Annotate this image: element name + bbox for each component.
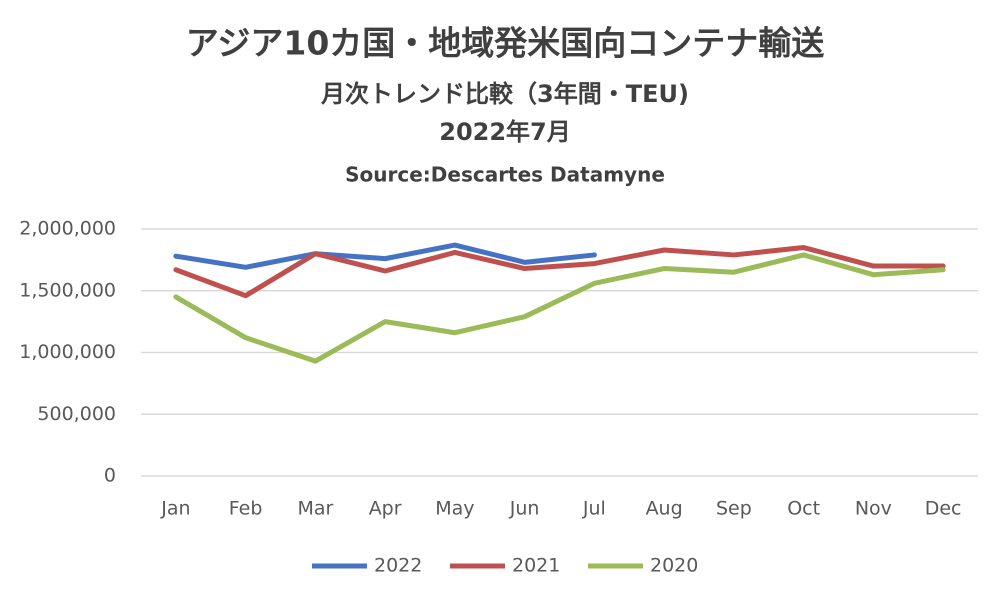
y-tick-label: 1,500,000 [19, 279, 116, 301]
x-tick-label: Mar [297, 498, 333, 520]
series-line [173, 245, 946, 299]
y-tick-label: 1,000,000 [19, 341, 116, 363]
series-line [173, 252, 946, 364]
y-tick-label: 2,000,000 [19, 218, 116, 240]
x-tick-label: Oct [787, 498, 820, 520]
legend-label: 2021 [512, 555, 560, 577]
x-tick-label: Aug [646, 498, 683, 520]
x-tick-label: Jul [582, 498, 606, 520]
x-tick-label: Jan [160, 498, 190, 520]
chart-date: 2022年7月 [439, 118, 571, 146]
chart-source: Source:Descartes Datamyne [345, 163, 665, 187]
x-tick-label: Apr [369, 498, 402, 520]
x-tick-label: Dec [925, 498, 962, 520]
x-tick-label: Sep [716, 498, 752, 520]
x-tick-label: May [435, 498, 474, 520]
y-tick-label: 0 [104, 465, 116, 487]
chart-subtitle: 月次トレンド比較（3年間・TEU) [320, 80, 689, 108]
chart-title: アジア10カ国・地域発米国向コンテナ輸送 [186, 24, 825, 63]
legend-label: 2020 [650, 555, 698, 577]
x-tick-label: Feb [229, 498, 263, 520]
x-tick-label: Nov [855, 498, 892, 520]
x-tick-label: Jun [509, 498, 540, 520]
series-line [173, 242, 597, 270]
y-tick-label: 500,000 [37, 403, 116, 425]
legend-label: 2022 [374, 555, 422, 577]
